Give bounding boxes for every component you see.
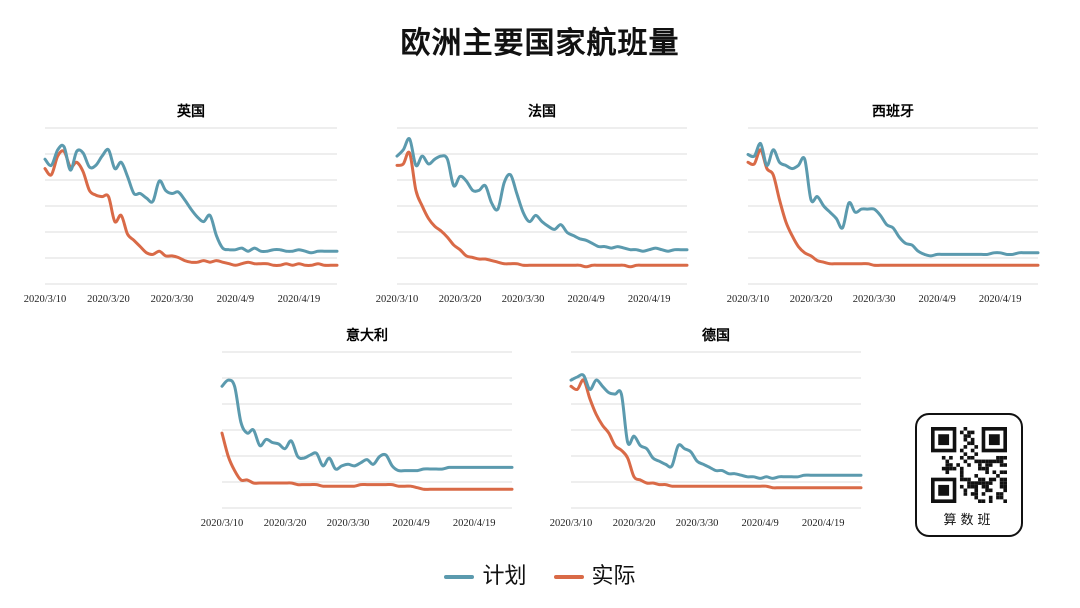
x-tick-label: 2020/4/19 [628, 294, 671, 305]
x-tick-label: 2020/3/30 [327, 518, 370, 529]
x-tick-label: 2020/3/30 [853, 294, 896, 305]
x-tick-label: 2020/4/19 [453, 518, 496, 529]
x-tick-label: 2020/4/19 [278, 294, 321, 305]
x-tick-label: 2020/4/9 [741, 518, 778, 529]
x-tick-label: 2020/3/30 [676, 518, 719, 529]
x-tick-label: 2020/3/20 [439, 294, 482, 305]
x-tick-label: 2020/3/10 [201, 518, 244, 529]
x-tick-label: 2020/3/20 [264, 518, 307, 529]
legend: 计划 实际 [0, 558, 1080, 590]
x-tick-label: 2020/3/30 [502, 294, 545, 305]
chart-title: 德国 [702, 327, 730, 344]
series-line-plan [746, 142, 1040, 258]
x-tick-label: 2020/3/20 [87, 294, 130, 305]
series-line-actual [746, 148, 1040, 267]
x-tick-label: 2020/3/10 [376, 294, 419, 305]
x-tick-label: 2020/4/9 [918, 294, 955, 305]
series-line-plan [569, 373, 863, 480]
chart-panel-4: 德国 2020/3/10 2020/3/20 2020/3/30 2020/4/9 202… [550, 327, 863, 529]
qr-code-icon [931, 427, 1007, 503]
x-tick-label: 2020/4/19 [979, 294, 1022, 305]
chart-title: 西班牙 [872, 103, 914, 120]
series-line-actual [43, 149, 339, 267]
chart-title: 意大利 [346, 327, 388, 344]
x-tick-label: 2020/3/10 [24, 294, 67, 305]
chart-title: 英国 [176, 103, 205, 120]
x-tick-label: 2020/4/9 [217, 294, 254, 305]
series-line-plan [395, 137, 689, 253]
chart-panel-2: 西班牙 2020/3/10 2020/3/20 2020/3/30 2020/4/9 20… [727, 103, 1040, 305]
series-line-actual [569, 378, 863, 490]
x-tick-label: 2020/4/9 [392, 518, 429, 529]
legend-label-actual: 实际 [591, 564, 636, 589]
series-line-plan [43, 143, 339, 255]
qr-card-label: 算数班 [943, 513, 995, 528]
chart-title: 法国 [528, 103, 556, 120]
legend-swatch-plan [444, 575, 475, 579]
x-tick-label: 2020/3/30 [151, 294, 194, 305]
chart-panel-0: 英国 2020/3/10 2020/3/20 2020/3/30 2020/4/9 202… [24, 103, 339, 305]
legend-item-actual: 实际 [553, 558, 636, 590]
page-title: 欧洲主要国家航班量 [400, 26, 680, 61]
series-line-actual [220, 431, 514, 491]
x-tick-label: 2020/4/9 [567, 294, 604, 305]
x-tick-label: 2020/3/10 [727, 294, 770, 305]
series-line-plan [220, 378, 514, 473]
series-line-actual [395, 150, 689, 269]
legend-swatch-actual [553, 575, 584, 579]
x-tick-label: 2020/3/20 [613, 518, 656, 529]
x-tick-label: 2020/3/20 [790, 294, 833, 305]
x-tick-label: 2020/3/10 [550, 518, 593, 529]
qr-card[interactable]: 算数班 [915, 413, 1023, 537]
chart-panel-1: 法国 2020/3/10 2020/3/20 2020/3/30 2020/4/9 202… [376, 103, 689, 305]
chart-panel-3: 意大利 2020/3/10 2020/3/20 2020/3/30 2020/4/9 20… [201, 327, 514, 529]
legend-item-plan: 计划 [444, 558, 527, 590]
legend-label-plan: 计划 [482, 564, 527, 589]
x-tick-label: 2020/4/19 [802, 518, 845, 529]
